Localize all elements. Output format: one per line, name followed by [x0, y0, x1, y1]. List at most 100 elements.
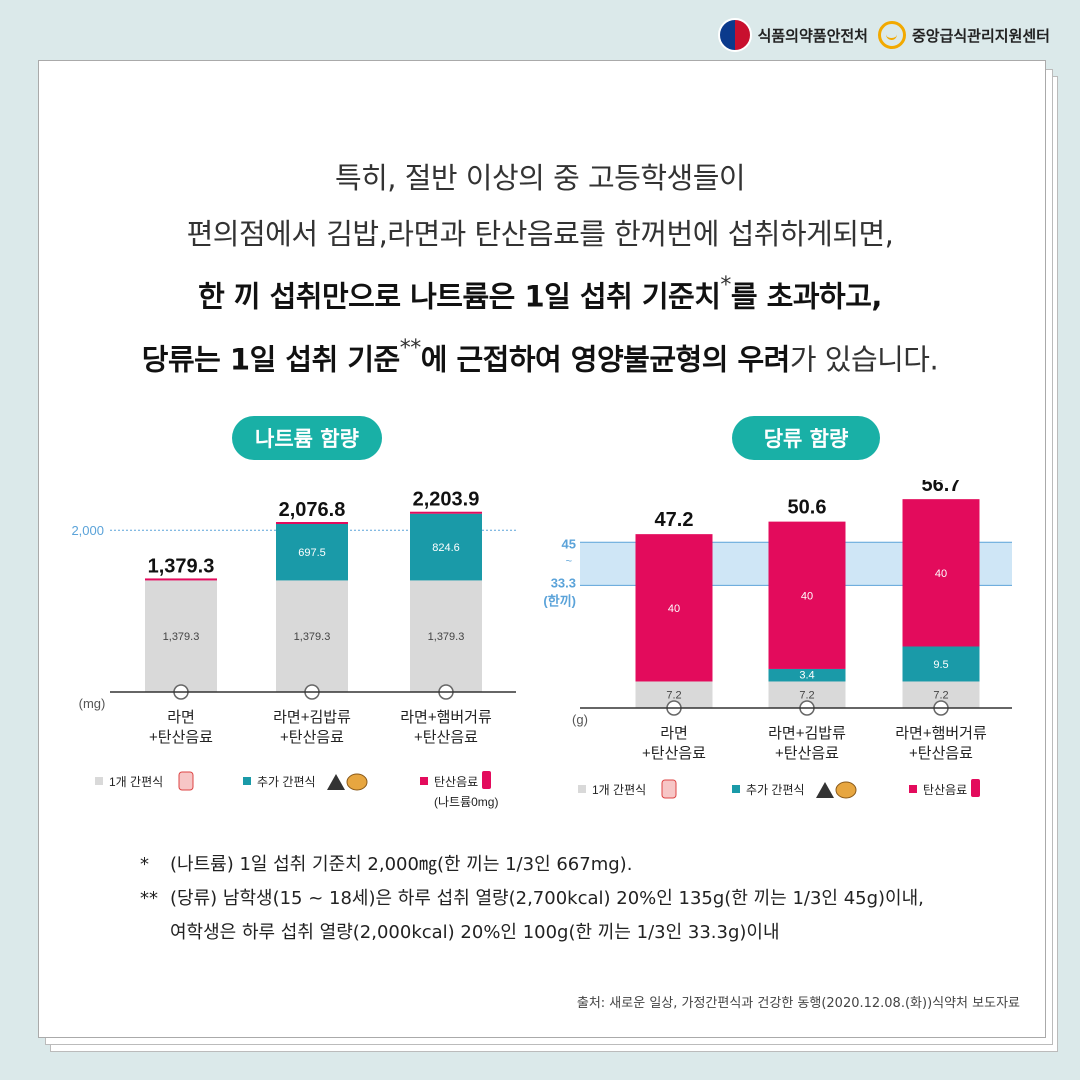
center-org: 중앙급식관리지원센터	[877, 21, 1050, 49]
headline-line4-bold-a: 당류는 1일 섭취 기준	[141, 342, 400, 377]
reference-label-bottom: 33.3	[551, 575, 576, 590]
legend-label-0: 1개 간편식	[109, 775, 163, 789]
bar-total-label-0: 1,379.3	[148, 555, 215, 577]
mfds-org: 식품의약품안전처	[717, 18, 868, 52]
sugar-chart-title: 당류 함량	[732, 416, 880, 460]
bar-base-1	[276, 580, 348, 692]
bar-base-0	[145, 580, 217, 692]
header: 식품의약품안전처 중앙급식관리지원센터	[717, 18, 1050, 52]
bar-soda-trace-0	[145, 578, 217, 581]
legend-swatch-1	[243, 777, 251, 785]
footnote-mark-1: *	[720, 273, 731, 298]
bar-value-label-1-2: 9.5	[933, 659, 948, 671]
bar-value-label-2-2: 40	[935, 568, 947, 580]
smile-logo-icon	[877, 21, 906, 49]
legend-swatch-0	[95, 777, 103, 785]
reference-label-top: 45	[562, 536, 576, 551]
bar-value-label-2-0: 40	[668, 603, 680, 615]
category-label-0-b: +탄산음료	[149, 729, 213, 746]
soda-can-icon	[482, 771, 491, 789]
sugar-chart: 45 ~33.3 (한끼) 7.2 40 47.2 라면 +탄산음료 7.2 3.4 40 50.6 라…	[543, 480, 1012, 799]
soda-note-label: (나트륨0mg)	[434, 795, 498, 809]
category-label-1-a: 라면+김밥류	[768, 725, 846, 742]
bar-extra-1	[768, 668, 846, 682]
bar-extra-2	[902, 646, 980, 682]
bar-value-label-2-1: 40	[801, 590, 813, 602]
bar-soda-2	[902, 499, 980, 647]
rice-ball-icon	[327, 774, 345, 790]
hamburger-icon	[346, 773, 368, 791]
bar-total-label-1: 2,076.8	[279, 499, 346, 521]
mfds-logo-icon	[717, 18, 752, 52]
category-label-1-b: +탄산음료	[775, 745, 839, 762]
org1-label: 식품의약품안전처	[757, 26, 868, 45]
category-label-0-a: 라면	[167, 709, 195, 726]
footnote-2: ** (당류) 남학생(15 ~ 18세)은 하루 섭취 열량(2,700kcal…	[140, 882, 924, 916]
legend-label-2: 탄산음료	[434, 775, 478, 789]
legend-swatch-2	[420, 777, 428, 785]
legend-swatch-2	[909, 785, 917, 793]
headline-line3-bold: 한 끼 섭취만으로 나트륨은 1일 섭취 기준치	[198, 279, 721, 314]
category-label-0-a: 라면	[660, 725, 688, 742]
bar-extra-2	[410, 513, 482, 581]
footnote-2-mark: **	[140, 888, 158, 909]
headline-line3: 한 끼 섭취만으로 나트륨은 1일 섭취 기준치*를 초과하고,	[0, 262, 1080, 325]
bar-value-label-0-2: 1,379.3	[428, 631, 465, 643]
headline-line2: 편의점에서 김밥,라면과 탄산음료를 한꺼번에 섭취하게되면,	[186, 217, 894, 251]
bar-soda-trace-1	[276, 522, 348, 525]
bar-total-label-1: 50.6	[788, 497, 827, 519]
footnote-2-text-a: (당류) 남학생(15 ~ 18세)은 하루 섭취 열량(2,700kcal) …	[170, 888, 924, 909]
soda-can-icon	[971, 779, 980, 797]
bar-soda-trace-2	[410, 511, 482, 514]
reference-label-note: (한끼)	[543, 593, 576, 608]
bar-value-label-1-1: 3.4	[799, 669, 814, 681]
headline-line4-normal: 가 있습니다.	[789, 342, 939, 377]
category-label-1-a: 라면+김밥류	[273, 709, 351, 726]
cup-noodle-icon-0	[178, 771, 194, 791]
bar-value-label-1-2: 824.6	[432, 542, 460, 554]
footnote-2-text-b: 여학생은 하루 섭취 열량(2,000kcal) 20%인 100g(한 끼는 …	[170, 922, 780, 943]
sodium-chart: 2,000 1,379.3 1,379.3 라면 +탄산음료 1,379.3 697.5 2,…	[71, 489, 516, 809]
legend-label-0: 1개 간편식	[592, 783, 646, 797]
bar-total-label-0: 47.2	[655, 509, 694, 531]
legend-label-2: 탄산음료	[923, 783, 967, 797]
footnotes: * (나트륨) 1일 섭취 기준치 2,000㎎(한 끼는 1/3인 667mg)…	[140, 848, 924, 950]
org2-label: 중앙급식관리지원센터	[911, 26, 1050, 45]
cup-noodle-icon-0	[661, 779, 677, 799]
category-label-0-b: +탄산음료	[642, 745, 706, 762]
footnote-1: * (나트륨) 1일 섭취 기준치 2,000㎎(한 끼는 1/3인 667mg)…	[140, 848, 924, 882]
headline-line3-bold-end: 를 초과하고,	[730, 279, 883, 314]
category-label-2-a: 라면+햄버거류	[400, 709, 492, 726]
footnote-2-cont: 여학생은 하루 섭취 열량(2,000kcal) 20%인 100g(한 끼는 …	[140, 916, 924, 950]
bar-base-2	[410, 580, 482, 692]
bar-value-label-0-1: 7.2	[799, 690, 814, 702]
source-citation: 출처: 새로운 일상, 가정간편식과 건강한 동행(2020.12.08.(화)…	[576, 996, 1020, 1011]
bar-total-label-2: 56.7	[922, 480, 961, 496]
category-label-2-b: +탄산음료	[909, 745, 973, 762]
sodium-chart-title: 나트륨 함량	[232, 416, 382, 460]
unit-label: (g)	[572, 712, 588, 727]
bar-soda-0	[635, 534, 713, 682]
headline: 특히, 절반 이상의 중 고등학생들이 편의점에서 김밥,라면과 탄산음료를 한…	[0, 150, 1080, 387]
legend-label-1: 추가 간편식	[746, 783, 805, 797]
legend-swatch-1	[732, 785, 740, 793]
unit-label: (mg)	[79, 696, 106, 711]
rice-ball-icon	[816, 782, 834, 798]
legend-swatch-0	[578, 785, 586, 793]
bar-soda-1	[768, 521, 846, 669]
bar-value-label-1-1: 697.5	[298, 547, 326, 559]
bar-value-label-0-0: 7.2	[666, 690, 681, 702]
footnote-1-text: (나트륨) 1일 섭취 기준치 2,000㎎(한 끼는 1/3인 667mg).	[170, 854, 633, 875]
footnote-mark-2: **	[399, 335, 422, 361]
footnote-1-mark: *	[140, 854, 149, 875]
category-label-2-b: +탄산음료	[414, 729, 478, 746]
bar-value-label-0-0: 1,379.3	[163, 631, 200, 643]
hamburger-icon	[835, 781, 857, 799]
bar-value-label-0-1: 1,379.3	[294, 631, 331, 643]
category-label-1-b: +탄산음료	[280, 729, 344, 746]
headline-line4-bold-b: 에 근접하여 영양불균형의 우려	[420, 342, 791, 377]
reference-line-label: 2,000	[71, 523, 104, 538]
legend-label-1: 추가 간편식	[257, 775, 316, 789]
bar-value-label-0-2: 7.2	[933, 690, 948, 702]
bar-extra-1	[276, 524, 348, 581]
